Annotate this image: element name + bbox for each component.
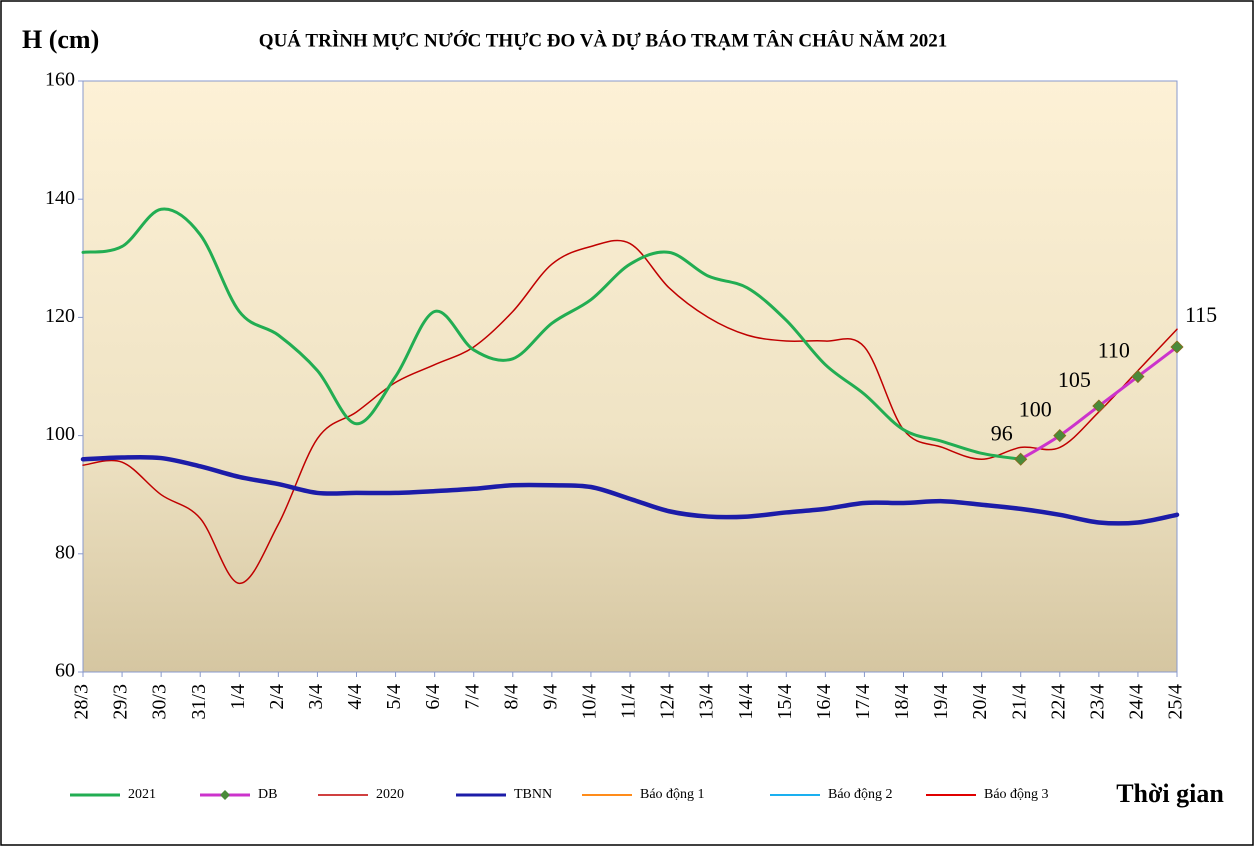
x-tick-label: 24/4 (1126, 684, 1148, 720)
x-tick-label: 29/3 (110, 684, 132, 720)
x-tick-label: 23/4 (1086, 684, 1108, 720)
x-tick-label: 6/4 (422, 684, 444, 710)
data-label: 115 (1185, 302, 1217, 327)
y-tick-label: 60 (55, 660, 75, 682)
data-label: 96 (991, 420, 1013, 445)
plot-area (82, 80, 1178, 673)
x-tick-label: 12/4 (657, 684, 679, 720)
x-tick-label: 3/4 (305, 684, 327, 710)
y-axis-label: H (cm) (22, 25, 99, 54)
x-tick-label: 2/4 (266, 684, 288, 710)
point-marker (1053, 429, 1067, 443)
legend-label: Báo động 1 (640, 787, 705, 802)
x-tick-label: 28/3 (71, 684, 93, 720)
x-tick-label: 19/4 (930, 684, 952, 720)
series-line (81, 207, 1023, 461)
x-tick-label: 15/4 (774, 684, 796, 720)
x-tick-label: 21/4 (1008, 684, 1030, 720)
x-tick-label: 5/4 (383, 684, 405, 710)
x-tick-label: 20/4 (969, 684, 991, 720)
x-tick-label: 22/4 (1047, 684, 1069, 720)
data-label: 105 (1058, 367, 1091, 392)
series-line (82, 239, 1178, 585)
legend-label: TBNN (514, 787, 552, 802)
x-tick-label: 8/4 (500, 684, 522, 710)
point-marker (1131, 369, 1145, 384)
legend-label: 2021 (128, 787, 156, 802)
chart-title: QUÁ TRÌNH MỰC NƯỚC THỰC ĐO VÀ DỰ BÁO TRẠ… (259, 29, 947, 51)
x-axis-label: Thời gian (1116, 779, 1224, 808)
y-tick-label: 100 (45, 423, 75, 445)
legend-label: 2020 (376, 787, 404, 802)
x-tick-label: 18/4 (891, 684, 913, 720)
data-label: 100 (1019, 397, 1052, 422)
x-tick-label: 9/4 (539, 684, 561, 710)
legend-label: Báo động 3 (984, 787, 1049, 802)
x-tick-label: 10/4 (579, 684, 601, 720)
x-tick-label: 25/4 (1165, 684, 1187, 720)
x-tick-label: 7/4 (461, 684, 483, 710)
x-tick-label: 14/4 (735, 684, 757, 720)
x-tick-label: 17/4 (852, 684, 874, 720)
x-tick-label: 4/4 (344, 684, 366, 710)
legend-marker (220, 790, 230, 800)
x-tick-label: 11/4 (618, 684, 640, 719)
point-marker (1014, 452, 1028, 466)
x-tick-label: 13/4 (696, 684, 718, 720)
legend-label: Báo động 2 (828, 787, 893, 802)
x-tick-label: 31/3 (188, 684, 210, 720)
x-tick-label: 1/4 (227, 684, 249, 710)
y-tick-label: 140 (45, 187, 75, 209)
legend-label: DB (258, 787, 277, 802)
x-tick-label: 16/4 (813, 684, 835, 720)
x-tick-label: 30/3 (149, 684, 171, 720)
y-tick-label: 80 (55, 541, 75, 563)
data-label: 110 (1098, 338, 1130, 363)
point-marker (1092, 399, 1106, 413)
series-line (80, 454, 1180, 526)
y-tick-label: 160 (45, 69, 75, 91)
y-tick-label: 120 (45, 305, 75, 327)
point-marker (1170, 340, 1184, 354)
